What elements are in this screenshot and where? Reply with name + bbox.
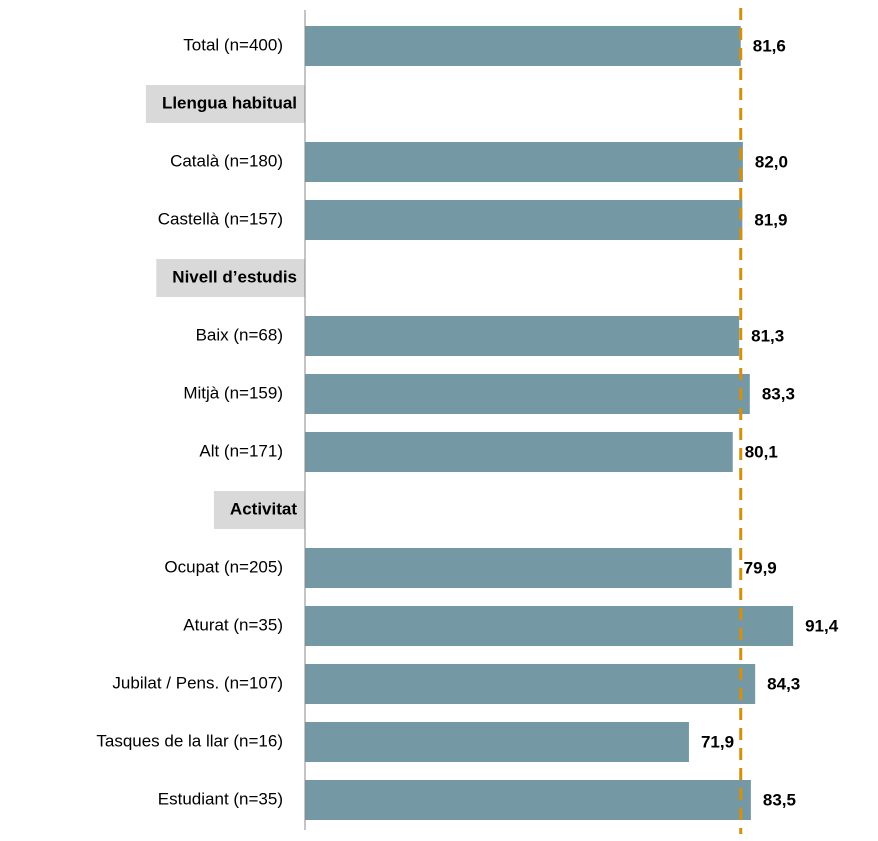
y-tick-label: Mitjà (n=159): [183, 383, 283, 402]
group-header-box: [213, 491, 305, 529]
data-label: 83,3: [762, 384, 795, 403]
y-tick-label: Baix (n=68): [196, 325, 283, 344]
data-label: 84,3: [767, 674, 800, 693]
y-tick-label: Aturat (n=35): [183, 615, 283, 634]
bar: [305, 316, 740, 356]
bar: [305, 26, 741, 66]
bar: [305, 200, 743, 240]
bar: [305, 374, 750, 414]
bar: [305, 606, 794, 646]
bar: [305, 548, 732, 588]
data-label: 82,0: [755, 152, 788, 171]
bar: [305, 664, 756, 704]
group-header: Activitat: [230, 499, 297, 518]
y-tick-label: Ocupat (n=205): [164, 557, 283, 576]
y-tick-label: Català (n=180): [170, 151, 283, 170]
group-header: Nivell d’estudis: [172, 267, 297, 286]
group-header-box: [145, 85, 305, 123]
data-label: 71,9: [701, 732, 734, 751]
group-header-box: [156, 259, 305, 297]
bar: [305, 142, 743, 182]
y-tick-label: Estudiant (n=35): [158, 789, 283, 808]
group-header: Llengua habitual: [162, 93, 297, 112]
data-label: 91,4: [805, 616, 839, 635]
bar: [305, 780, 751, 820]
y-tick-label: Tasques de la llar (n=16): [96, 731, 283, 750]
y-tick-label: Castellà (n=157): [158, 209, 283, 228]
data-label: 81,9: [754, 210, 787, 229]
data-label: 81,3: [751, 326, 784, 345]
bar: [305, 722, 689, 762]
data-label: 80,1: [745, 442, 778, 461]
data-label: 83,5: [763, 790, 796, 809]
y-tick-label: Alt (n=171): [199, 441, 283, 460]
data-label: 81,6: [753, 36, 786, 55]
y-tick-label: Jubilat / Pens. (n=107): [112, 673, 283, 692]
y-tick-label: Total (n=400): [183, 35, 283, 54]
data-label: 79,9: [744, 558, 777, 577]
bar: [305, 432, 733, 472]
